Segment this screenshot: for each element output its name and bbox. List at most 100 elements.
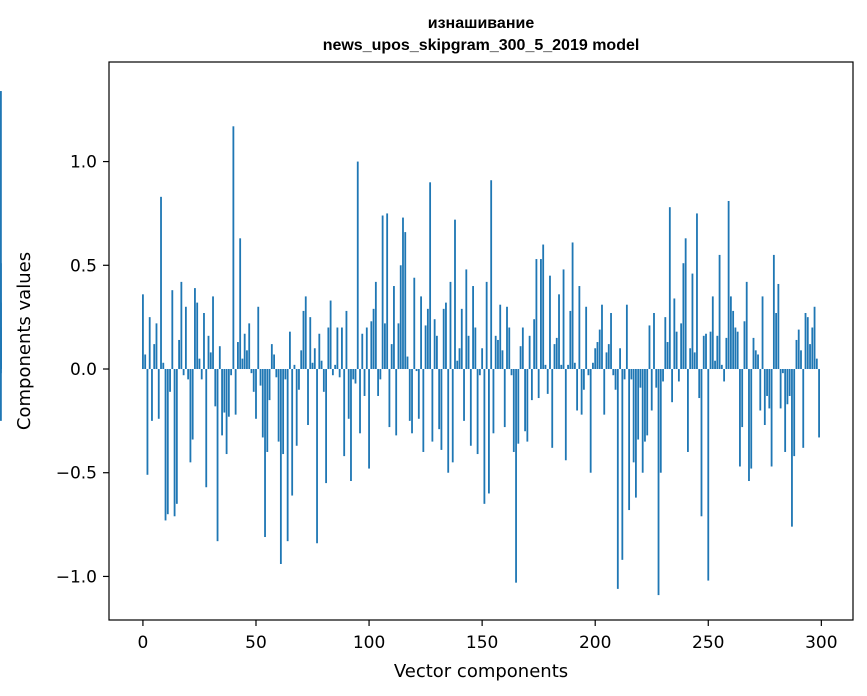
bar	[465, 269, 468, 369]
bar	[259, 369, 262, 386]
bar	[630, 369, 633, 380]
bar	[284, 369, 287, 380]
bar	[234, 369, 237, 415]
bar	[289, 331, 291, 370]
bar	[442, 308, 445, 370]
bar	[320, 360, 323, 370]
bar	[766, 369, 768, 396]
bar	[519, 346, 522, 370]
bar	[196, 302, 199, 369]
bar	[671, 369, 673, 403]
bar	[393, 286, 395, 369]
y-tick-label: −1.0	[56, 567, 97, 587]
bar	[786, 369, 789, 405]
bar	[646, 369, 649, 436]
bar	[542, 244, 545, 369]
chart-subtitle: news_upos_skipgram_300_5_2019 model	[323, 37, 640, 54]
x-tick-label: 100	[353, 633, 385, 653]
bar	[639, 369, 642, 388]
bar	[458, 348, 461, 369]
bar	[406, 356, 409, 370]
bar	[610, 313, 612, 370]
bar	[779, 369, 782, 409]
x-tick-label: 0	[138, 633, 149, 653]
bar	[399, 265, 402, 370]
bar	[209, 352, 212, 369]
bar	[173, 369, 176, 517]
bar	[567, 364, 569, 370]
bar	[741, 369, 744, 428]
bar	[146, 369, 149, 475]
bar	[793, 369, 796, 457]
bar	[463, 369, 465, 421]
bar	[714, 360, 716, 370]
bar	[390, 344, 393, 369]
bar	[752, 337, 755, 370]
bar	[592, 362, 594, 369]
x-tick-label: 300	[805, 633, 837, 653]
bar	[264, 369, 266, 538]
bar	[815, 358, 818, 369]
bar	[445, 302, 447, 369]
y-tick-label: 0.5	[70, 256, 97, 276]
bar	[720, 364, 723, 370]
bar	[659, 369, 662, 473]
bar	[298, 369, 300, 390]
bar	[578, 286, 581, 369]
bar	[397, 323, 400, 370]
bar	[246, 350, 248, 369]
bar	[248, 323, 251, 370]
bar	[365, 327, 368, 370]
bar	[198, 358, 201, 369]
bar	[680, 323, 683, 370]
bar	[488, 369, 490, 494]
bar	[374, 281, 377, 369]
bar	[485, 281, 488, 369]
bar	[802, 369, 805, 448]
bar	[182, 369, 185, 376]
bar	[449, 281, 452, 369]
bar	[368, 369, 370, 469]
bar	[587, 369, 590, 376]
bar	[395, 369, 398, 436]
bar	[456, 360, 459, 370]
bar	[562, 269, 565, 369]
bar	[404, 232, 407, 370]
bar	[478, 369, 481, 376]
bar	[497, 339, 499, 369]
bar	[576, 369, 579, 411]
bar	[160, 196, 162, 369]
bar	[784, 369, 787, 452]
bar	[322, 369, 325, 392]
x-tick-label: 250	[692, 633, 724, 653]
bar	[347, 369, 350, 419]
bar	[653, 313, 655, 370]
bar	[361, 333, 364, 369]
bar	[316, 369, 318, 544]
bar	[524, 369, 526, 432]
bar	[454, 219, 456, 369]
bar	[635, 369, 637, 498]
bar	[386, 213, 389, 370]
bar	[0, 354, 2, 369]
bar	[460, 308, 463, 370]
bar	[644, 369, 646, 442]
bar	[359, 369, 361, 434]
bar	[777, 283, 780, 370]
bar	[589, 369, 592, 473]
bar	[436, 335, 438, 369]
bar	[383, 323, 386, 370]
bar	[252, 369, 255, 392]
bar	[175, 369, 178, 504]
bar	[189, 369, 192, 463]
bar	[237, 342, 239, 370]
bar	[510, 369, 513, 376]
bar	[598, 329, 601, 369]
bar	[372, 308, 375, 370]
bar	[503, 369, 506, 428]
bar	[352, 369, 355, 380]
bar	[603, 369, 606, 415]
y-tick-label: 0.0	[70, 360, 97, 380]
bar	[754, 350, 757, 369]
